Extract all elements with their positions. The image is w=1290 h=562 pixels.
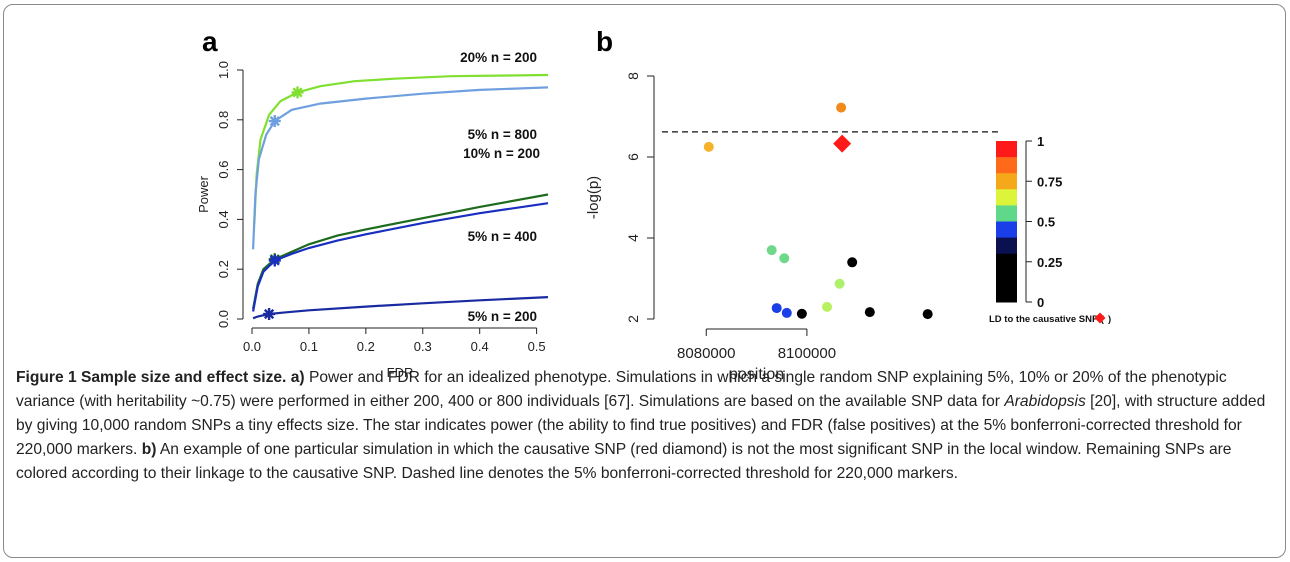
x-tick-label: 0.0: [243, 339, 261, 354]
x-axis-label: FDR: [387, 365, 414, 380]
colorbar-cell: [996, 141, 1017, 158]
x-tick-label: 0.1: [300, 339, 318, 354]
snp-point: [781, 307, 792, 318]
y-tick-label: 4: [625, 234, 641, 242]
x-tick-label: 0.5: [528, 339, 546, 354]
caption-b-label: b): [141, 441, 157, 458]
snp-point: [779, 253, 790, 264]
colorbar-cell: [996, 221, 1017, 239]
snp-point: [834, 278, 845, 289]
y-tick-label: 0.0: [216, 310, 231, 328]
power-fdr-chart: 0.0 0.1 0.2 0.3 0.4 0.5 FDR 0.0 0.2 0.4 0.6 0.8 1.0 P…: [196, 50, 549, 380]
threshold-star-marker: [268, 254, 281, 267]
series-label: 5% n = 800: [468, 127, 537, 142]
series-label: 5% n = 200: [468, 309, 537, 324]
colorbar-cell: [996, 157, 1017, 174]
caption-a-text-1: Power and FDR for an idealized phenotype…: [16, 369, 1227, 410]
x-axis-label: position: [729, 366, 784, 383]
y-tick-label: 6: [625, 153, 641, 161]
y-tick-label: 2: [625, 315, 641, 323]
series-line: [253, 73, 549, 225]
figure-caption: Figure 1 Sample size and effect size. a)…: [16, 366, 1278, 486]
snp-point: [836, 102, 847, 113]
y-tick-label: 0.8: [216, 111, 231, 129]
series-line: [252, 202, 549, 312]
caption-a-text-2: [20], with structure added by giving 10,…: [16, 393, 1266, 458]
colorbar-tick-label: 1: [1037, 134, 1044, 149]
colorbar-cell: [996, 189, 1017, 206]
caption-b-text: An example of one particular simulation …: [16, 441, 1232, 482]
x-tick-label: 8080000: [677, 345, 735, 362]
causative-snp-diamond: [833, 134, 852, 153]
colorbar-tick-label: 0.25: [1037, 255, 1062, 270]
y-tick-label: 0.2: [216, 260, 231, 278]
series-label: 5% n = 400: [468, 229, 537, 244]
colorbar-cell: [996, 205, 1017, 222]
snp-point: [847, 257, 858, 268]
snp-point: [796, 308, 807, 319]
x-tick-label: 0.2: [357, 339, 375, 354]
colorbar-tick-label: 0.75: [1037, 174, 1062, 189]
series-line: [252, 296, 549, 320]
colorbar-cell: [996, 173, 1017, 190]
series-label: 20% n = 200: [460, 50, 537, 65]
x-tick-label: 0.4: [471, 339, 489, 354]
colorbar-legend-text: LD to the causative SNP (: [989, 314, 1105, 325]
figure-frame: [3, 4, 1286, 558]
snp-point: [703, 141, 714, 152]
caption-a-italic: Arabidopsis: [1004, 393, 1086, 410]
y-tick-label: 8: [625, 72, 641, 80]
panel-a-letter: a: [202, 26, 218, 57]
snp-point: [922, 309, 933, 320]
y-tick-label: 1.0: [216, 61, 231, 79]
colorbar-cell: [996, 253, 1017, 271]
caption-a-label: a): [290, 369, 305, 386]
colorbar-legend-text-close: ): [1108, 314, 1111, 325]
threshold-star-marker: [263, 308, 276, 321]
snp-point: [771, 303, 782, 314]
y-axis-label: -log(p): [585, 176, 602, 219]
x-tick-label: 8100000: [778, 345, 836, 362]
y-tick-label: 0.6: [216, 161, 231, 179]
snp-point: [766, 245, 777, 256]
x-tick-label: 0.3: [414, 339, 432, 354]
manhattan-scatter-chart: 2 4 6 8 -log(p) 8080000 8100000 position 1 0.75 0.…: [585, 72, 1111, 383]
y-tick-label: 0.4: [216, 210, 231, 228]
threshold-star-marker: [291, 86, 304, 99]
y-axis-label: Power: [196, 175, 211, 213]
threshold-star-marker: [268, 115, 281, 128]
plot-area: [252, 70, 548, 319]
legend-diamond-icon: [1094, 312, 1106, 324]
caption-title: Figure 1 Sample size and effect size.: [16, 369, 287, 386]
snp-point: [864, 307, 875, 318]
colorbar-cell: [996, 285, 1017, 303]
series-line: [252, 86, 549, 250]
panel-b-letter: b: [596, 26, 614, 57]
series-label: 10% n = 200: [463, 146, 540, 161]
colorbar-cell: [996, 269, 1017, 287]
colorbar-tick-label: 0.5: [1037, 215, 1055, 230]
colorbar-tick-label: 0: [1037, 295, 1044, 310]
snp-point: [822, 301, 833, 312]
colorbar-cell: [996, 237, 1017, 255]
